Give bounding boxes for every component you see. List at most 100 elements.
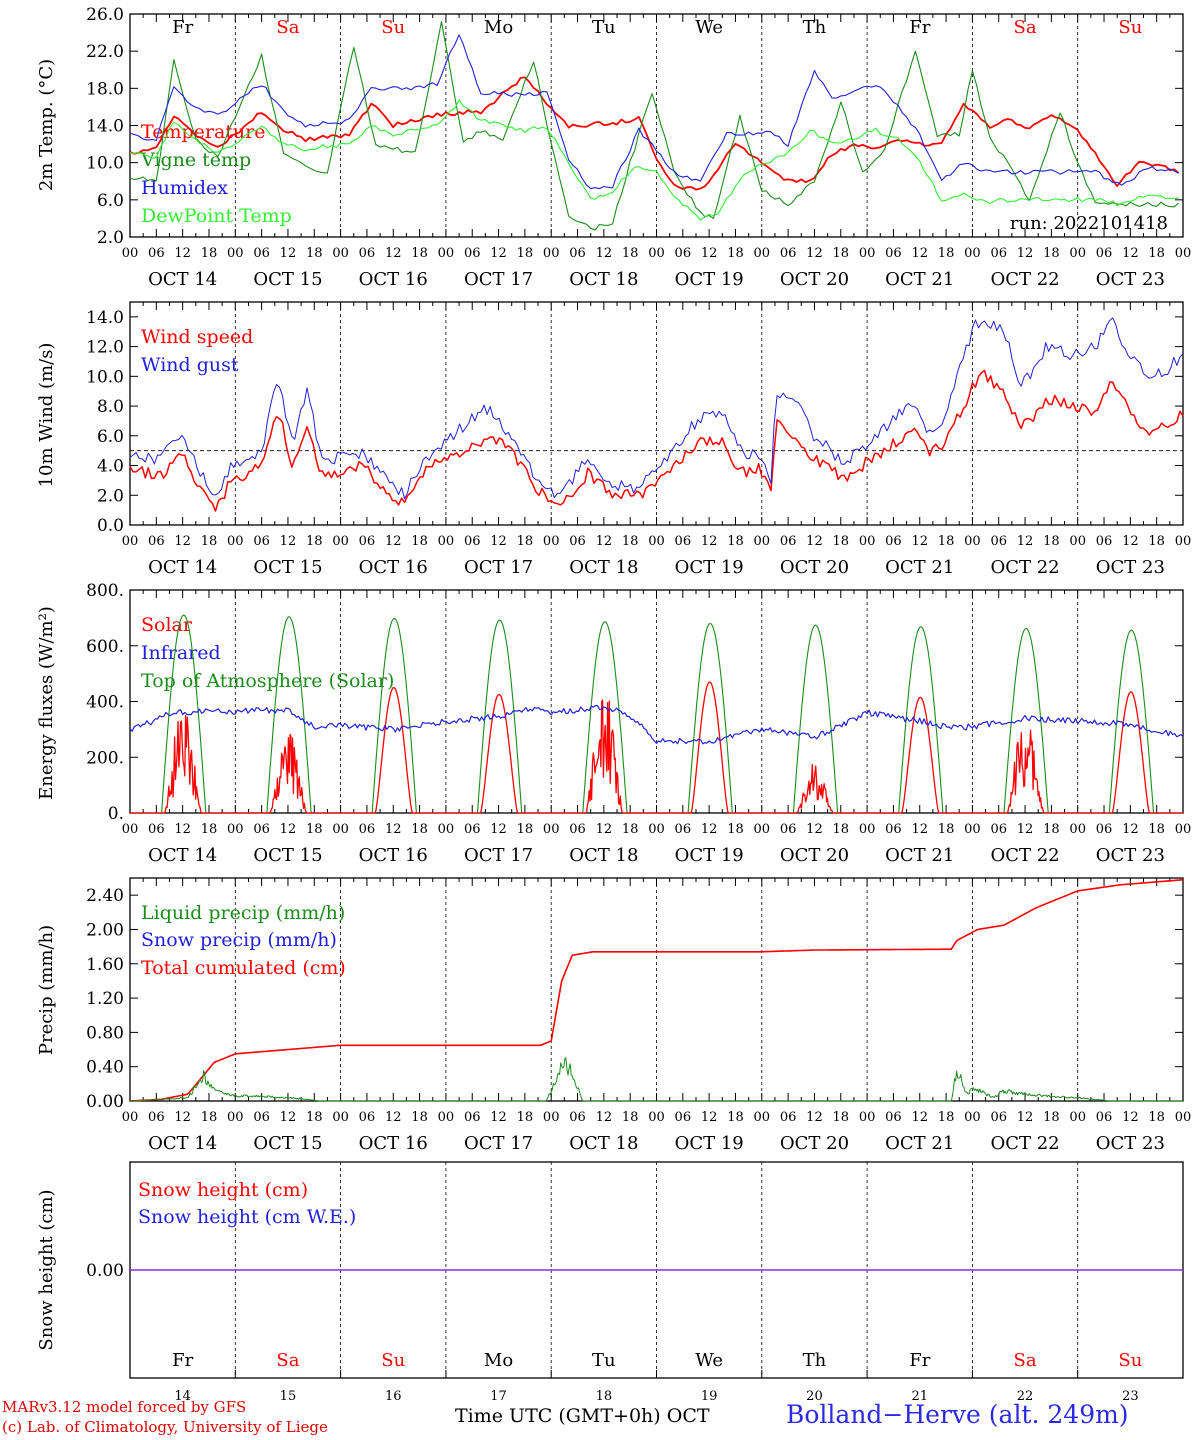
hour-label: 12 (701, 822, 718, 837)
hour-label: 00 (1175, 1110, 1192, 1125)
legend-solar: Solar (141, 614, 193, 636)
hour-label: 12 (1122, 246, 1139, 261)
hour-label: 18 (517, 822, 534, 837)
hour-label: 18 (622, 1110, 639, 1125)
hour-label: 18 (727, 1110, 744, 1125)
legend-top-of-atmosphere-solar-: Top of Atmosphere (Solar) (141, 670, 394, 692)
day-number: 22 (1017, 1389, 1034, 1404)
series-wind-gust (129, 317, 1184, 500)
y-tick-label: 6.0 (97, 191, 124, 211)
hour-label: 00 (648, 1110, 665, 1125)
hour-label: 06 (885, 534, 902, 549)
y-tick-label: 8.0 (97, 397, 124, 417)
legend-snow-precip-mm-h-: Snow precip (mm/h) (141, 929, 337, 951)
hour-label: 18 (1148, 1110, 1165, 1125)
day-number: 17 (490, 1389, 507, 1404)
day-number: 18 (596, 1389, 613, 1404)
date-label: OCT 22 (990, 557, 1059, 578)
hour-label: 06 (253, 246, 270, 261)
hour-label: 06 (990, 246, 1007, 261)
hour-label: 12 (280, 1110, 297, 1125)
hour-label: 00 (332, 822, 349, 837)
day-number: 16 (385, 1389, 402, 1404)
hour-label: 00 (227, 246, 244, 261)
date-label: OCT 21 (885, 269, 954, 290)
hour-label: 06 (464, 1110, 481, 1125)
y-tick-label: 14.0 (86, 117, 124, 137)
hour-label: 18 (1043, 246, 1060, 261)
date-label: OCT 18 (569, 1133, 638, 1154)
legend-dewpoint-temp: DewPoint Temp (141, 205, 292, 227)
hour-label: 18 (938, 246, 955, 261)
legend-vigne-temp: Vigne temp (140, 149, 251, 171)
hour-label: 00 (438, 534, 455, 549)
y-tick-label: 200. (86, 748, 124, 768)
hour-label: 00 (227, 534, 244, 549)
hour-label: 12 (385, 822, 402, 837)
y-tick-label: 22.0 (86, 42, 124, 62)
y-tick-label: 0.40 (86, 1058, 124, 1078)
hour-label: 12 (174, 822, 191, 837)
hour-label: 12 (385, 534, 402, 549)
date-label: OCT 20 (780, 557, 849, 578)
hour-label: 18 (938, 822, 955, 837)
hour-label: 06 (148, 246, 165, 261)
date-label: OCT 22 (990, 845, 1059, 866)
legend-snow-height-cm-: Snow height (cm) (138, 1179, 308, 1201)
hour-label: 12 (701, 1110, 718, 1125)
day-number: 20 (806, 1389, 823, 1404)
legend-wind-speed: Wind speed (141, 326, 253, 348)
date-label: OCT 19 (675, 269, 744, 290)
hour-label: 06 (569, 246, 586, 261)
hour-label: 00 (332, 1110, 349, 1125)
hour-label: 00 (1069, 534, 1086, 549)
hour-label: 12 (911, 534, 928, 549)
date-label: OCT 15 (253, 269, 322, 290)
hour-label: 00 (543, 534, 560, 549)
hour-label: 06 (780, 822, 797, 837)
hour-label: 18 (622, 246, 639, 261)
hour-label: 06 (464, 246, 481, 261)
date-label: OCT 22 (990, 1133, 1059, 1154)
hour-label: 00 (438, 822, 455, 837)
hour-label: 12 (280, 534, 297, 549)
date-label: OCT 16 (359, 845, 428, 866)
day-number: 19 (701, 1389, 718, 1404)
hour-label: 12 (911, 822, 928, 837)
date-label: OCT 21 (885, 1133, 954, 1154)
lab-credit: (c) Lab. of Climatology, University of L… (2, 1418, 328, 1436)
hour-label: 12 (1017, 534, 1034, 549)
hour-label: 06 (464, 822, 481, 837)
hour-label: 06 (780, 246, 797, 261)
hour-label: 06 (253, 822, 270, 837)
hour-label: 06 (990, 1110, 1007, 1125)
hour-label: 00 (332, 534, 349, 549)
hour-label: 12 (911, 246, 928, 261)
hour-label: 06 (569, 534, 586, 549)
hour-label: 12 (280, 246, 297, 261)
hour-label: 18 (306, 534, 323, 549)
hour-label: 18 (1148, 534, 1165, 549)
hour-label: 12 (1017, 822, 1034, 837)
hour-label: 00 (1069, 822, 1086, 837)
y-tick-label: 0.00 (86, 1261, 124, 1281)
hour-label: 18 (517, 246, 534, 261)
hour-label: 12 (280, 822, 297, 837)
hour-label: 06 (1096, 822, 1113, 837)
hour-label: 06 (569, 822, 586, 837)
hour-label: 00 (1175, 246, 1192, 261)
hour-label: 18 (411, 822, 428, 837)
hour-label: 12 (806, 1110, 823, 1125)
station-name: Bolland−Herve (alt. 249m) (786, 1400, 1129, 1429)
hour-label: 18 (411, 246, 428, 261)
hour-label: 12 (385, 246, 402, 261)
series-vigne-temp (129, 21, 1179, 231)
day-name: We (695, 17, 723, 38)
hour-label: 00 (754, 246, 771, 261)
y-tick-label: 2.0 (97, 228, 124, 248)
hour-label: 00 (754, 1110, 771, 1125)
date-label: OCT 19 (675, 1133, 744, 1154)
day-name: Fr (909, 1350, 930, 1371)
day-name: Th (803, 17, 827, 38)
